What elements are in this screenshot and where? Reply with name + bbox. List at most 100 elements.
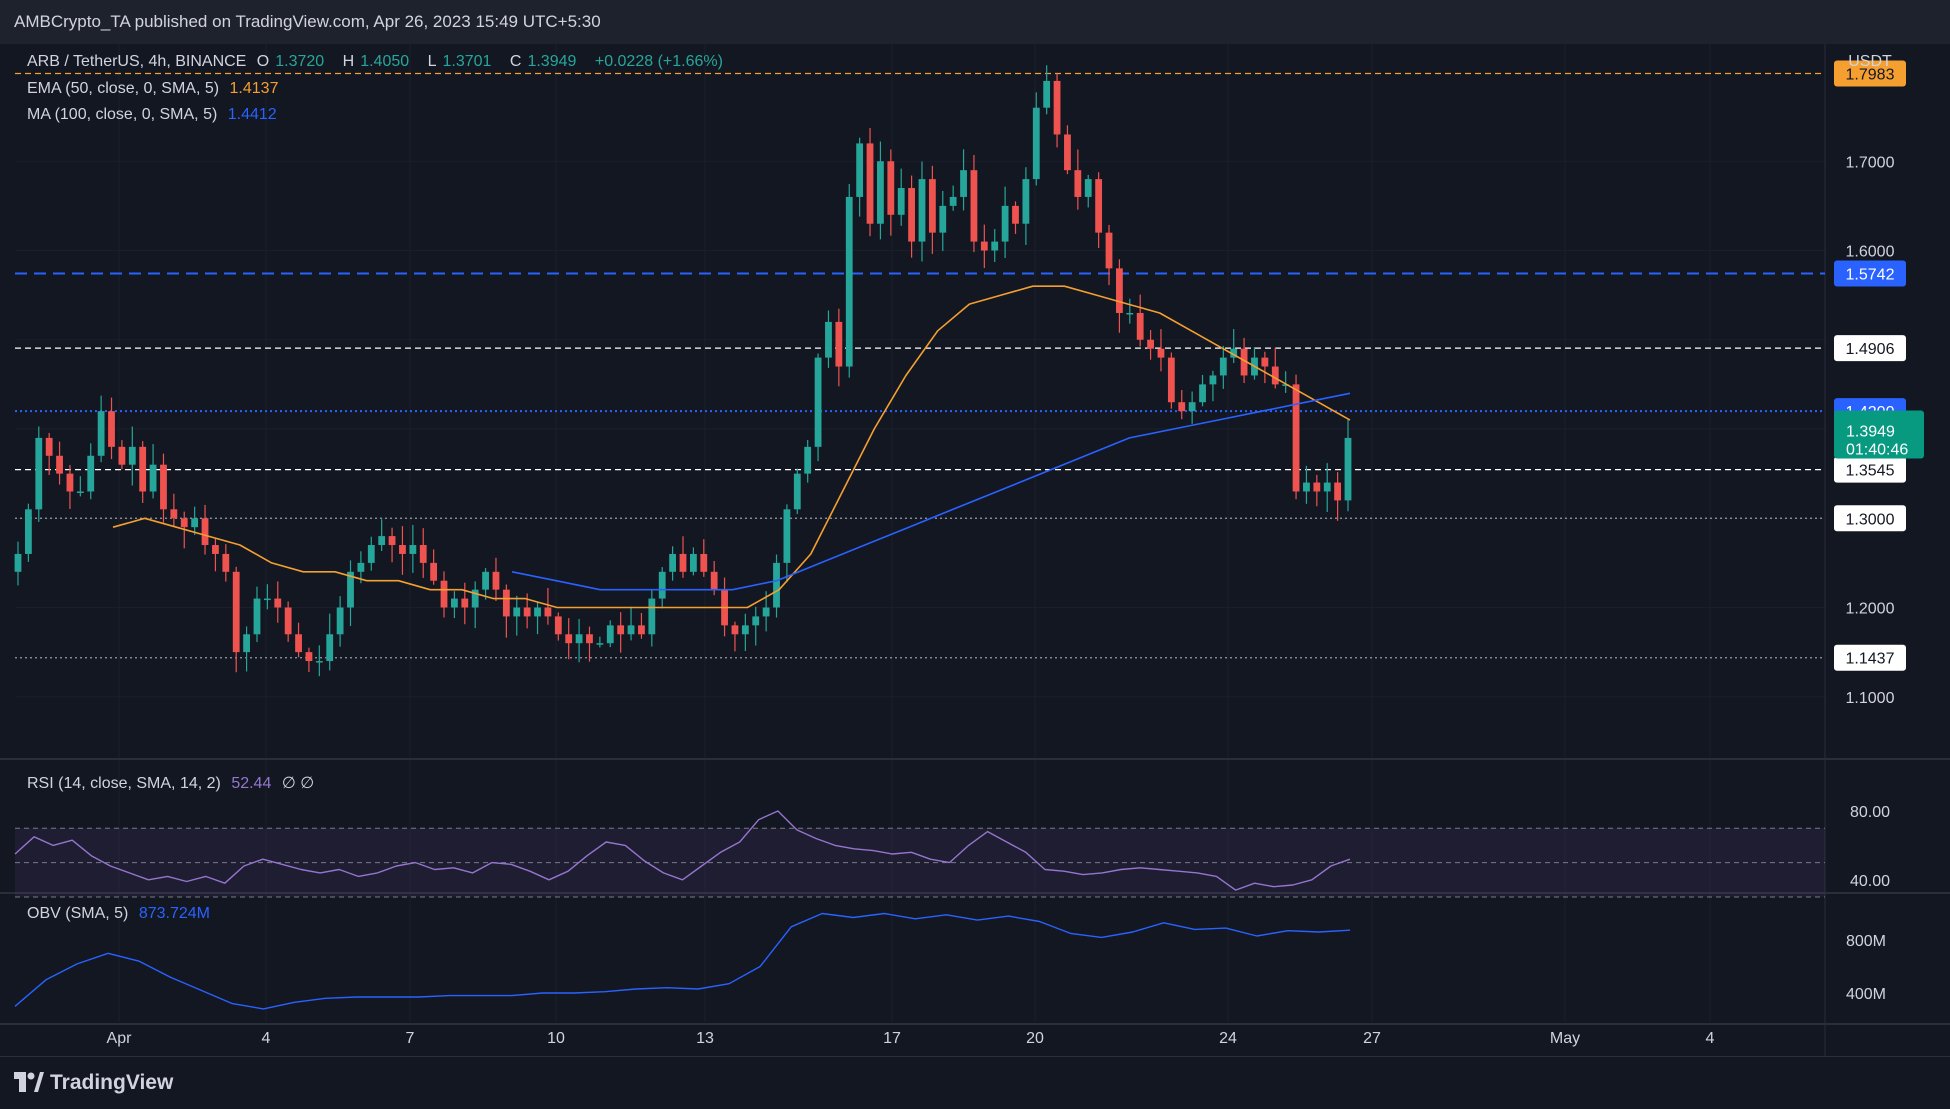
time-axis-label: 27 xyxy=(1363,1030,1381,1047)
candle-body xyxy=(773,562,780,608)
candle-body xyxy=(793,473,801,510)
candle-body xyxy=(1022,179,1030,224)
candle-body xyxy=(513,607,521,617)
candle-body xyxy=(388,536,396,546)
candle-body xyxy=(35,437,43,510)
candle-body xyxy=(357,562,365,572)
indicator-lines xyxy=(14,285,1825,1010)
candle-body xyxy=(263,598,271,601)
candle-body xyxy=(1199,384,1206,403)
candle-body xyxy=(1344,437,1352,501)
candle-body xyxy=(430,562,438,581)
tradingview-logo-icon[interactable] xyxy=(14,1072,44,1094)
candle-body xyxy=(409,545,417,554)
candle-body xyxy=(1001,205,1009,242)
high-label: H xyxy=(342,53,355,70)
candle-body xyxy=(877,161,884,224)
candle-body xyxy=(1167,357,1175,403)
candle-body xyxy=(638,625,645,635)
candle-body xyxy=(762,607,770,617)
candle-body xyxy=(980,241,988,251)
footer: TradingView xyxy=(0,1056,1950,1109)
candle-body xyxy=(1261,357,1269,367)
price-level-tag xyxy=(1834,644,1906,671)
candle-body xyxy=(1219,357,1227,376)
price-level-label: 1.7983 xyxy=(1846,67,1895,84)
footer-brand[interactable]: TradingView xyxy=(50,1071,174,1094)
price-level-label: 1.5742 xyxy=(1846,267,1895,284)
candle-body xyxy=(253,598,261,635)
candle-body xyxy=(1105,232,1113,269)
candle-body xyxy=(534,607,541,617)
ema-value: 1.4137 xyxy=(229,80,279,97)
rsi-axis-label: 40.00 xyxy=(1850,873,1890,890)
obv-line xyxy=(14,912,1351,1010)
candle-body xyxy=(731,625,739,635)
candle-body xyxy=(482,571,489,590)
candle-body xyxy=(315,661,323,663)
candle-body xyxy=(1012,205,1019,224)
high-value: 1.4050 xyxy=(360,53,410,70)
candle-body xyxy=(918,179,926,242)
obv-legend[interactable]: OBV (SMA, 5) 873.724M xyxy=(27,905,216,923)
candle-body xyxy=(1147,339,1154,349)
candle-body xyxy=(118,446,126,465)
obv-axis-label: 800M xyxy=(1846,933,1886,950)
rsi-legend[interactable]: RSI (14, close, SMA, 14, 2) 52.44 ∅ ∅ xyxy=(27,773,320,793)
candle-body xyxy=(1084,179,1092,197)
candle-body xyxy=(87,455,95,492)
grid xyxy=(0,44,1950,1056)
ma-line xyxy=(511,392,1351,591)
candle-body xyxy=(617,625,625,635)
current-price-tag xyxy=(1834,410,1924,459)
ma-legend[interactable]: MA (100, close, 0, SMA, 5) 1.4412 xyxy=(27,106,283,124)
candle-body xyxy=(419,545,427,563)
candle-body xyxy=(451,598,458,608)
candle-body xyxy=(1053,80,1061,135)
candle-body xyxy=(1043,80,1051,108)
low-label: L xyxy=(427,53,437,70)
candle-body xyxy=(471,589,479,608)
rsi-extra: ∅ ∅ xyxy=(281,775,315,792)
candle-body xyxy=(960,170,967,197)
candle-body xyxy=(856,143,864,197)
candle-body xyxy=(212,545,219,554)
candle-body xyxy=(669,553,677,572)
open-label: O xyxy=(256,53,270,70)
publisher-text: AMBCrypto_TA published on TradingView.co… xyxy=(14,12,601,31)
candle-body xyxy=(461,598,469,608)
candle-body xyxy=(679,553,687,572)
time-axis-label: 20 xyxy=(1026,1030,1044,1047)
time-axis-label: Apr xyxy=(107,1030,133,1047)
candle-body xyxy=(1292,384,1300,492)
price-axis-label: 1.2000 xyxy=(1846,601,1895,618)
candle-body xyxy=(180,518,188,528)
candle-body xyxy=(689,553,697,572)
candle-body xyxy=(814,357,822,447)
candle-body xyxy=(1064,134,1071,171)
candle-body xyxy=(658,571,666,599)
price-level-tag xyxy=(1834,260,1906,287)
ma-label: MA (100, close, 0, SMA, 5) xyxy=(27,106,218,123)
candle-body xyxy=(887,161,895,215)
ema-line xyxy=(112,285,1351,609)
price-level-label: 1.4906 xyxy=(1846,341,1895,358)
chart-area[interactable]: 1.79831.57421.49061.42001.35451.30001.14… xyxy=(0,44,1950,1056)
price-level-tag xyxy=(1834,505,1906,532)
low-value: 1.3701 xyxy=(442,53,492,70)
candle-body xyxy=(928,179,936,233)
candle-body xyxy=(76,491,84,493)
ema-legend[interactable]: EMA (50, close, 0, SMA, 5) 1.4137 xyxy=(27,80,284,98)
candle-body xyxy=(752,616,760,626)
price-level-tag xyxy=(1834,335,1906,362)
candle-body xyxy=(627,625,635,635)
candle-body xyxy=(1313,482,1321,492)
candlesticks xyxy=(14,65,1352,677)
candle-body xyxy=(1136,312,1144,340)
symbol-legend: ARB / TetherUS, 4h, BINANCE O 1.3720 H 1.4… xyxy=(27,53,729,71)
price-axis-label: 1.7000 xyxy=(1846,154,1895,171)
candle-body xyxy=(128,446,136,465)
time-axis-label: 4 xyxy=(1706,1030,1715,1047)
candle-body xyxy=(232,571,240,653)
ema-label: EMA (50, close, 0, SMA, 5) xyxy=(27,80,220,97)
